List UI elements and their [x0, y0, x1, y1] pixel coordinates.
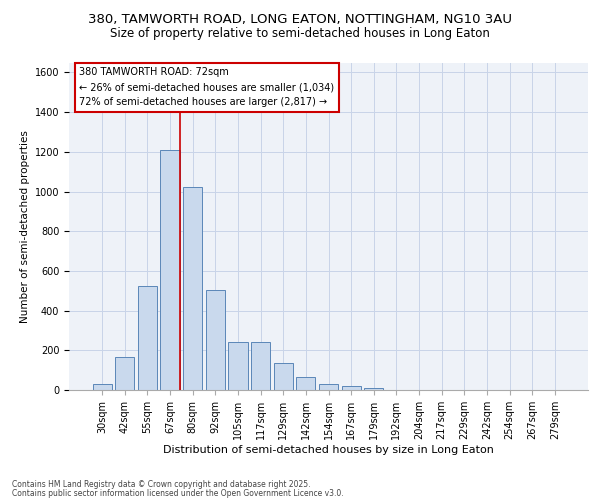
Text: 380 TAMWORTH ROAD: 72sqm
← 26% of semi-detached houses are smaller (1,034)
72% o: 380 TAMWORTH ROAD: 72sqm ← 26% of semi-d… [79, 68, 335, 107]
Bar [115, 357, 134, 390]
X-axis label: Distribution of semi-detached houses by size in Long Eaton: Distribution of semi-detached houses by … [163, 444, 494, 454]
Text: 380, TAMWORTH ROAD, LONG EATON, NOTTINGHAM, NG10 3AU: 380, TAMWORTH ROAD, LONG EATON, NOTTINGH… [88, 12, 512, 26]
Bar [229, 342, 248, 390]
Text: Contains public sector information licensed under the Open Government Licence v3: Contains public sector information licen… [12, 488, 344, 498]
Bar [92, 384, 112, 390]
Text: Size of property relative to semi-detached houses in Long Eaton: Size of property relative to semi-detach… [110, 28, 490, 40]
Bar [183, 186, 202, 390]
Bar [364, 388, 383, 390]
Bar [206, 290, 225, 390]
Bar [341, 386, 361, 390]
Bar [319, 384, 338, 390]
Bar [296, 377, 316, 390]
Text: Contains HM Land Registry data © Crown copyright and database right 2025.: Contains HM Land Registry data © Crown c… [12, 480, 311, 489]
Bar [138, 286, 157, 390]
Bar [160, 150, 180, 390]
Bar [274, 363, 293, 390]
Bar [251, 342, 270, 390]
Y-axis label: Number of semi-detached properties: Number of semi-detached properties [20, 130, 31, 322]
